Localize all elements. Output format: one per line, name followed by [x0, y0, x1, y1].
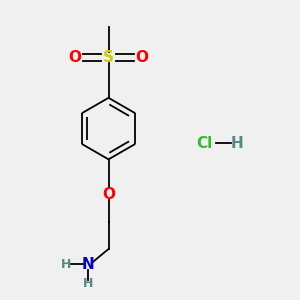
Text: S: S — [103, 50, 114, 65]
Text: O: O — [136, 50, 148, 65]
Text: H: H — [231, 136, 243, 151]
Text: N: N — [82, 257, 95, 272]
Text: Cl: Cl — [197, 136, 213, 151]
Text: O: O — [69, 50, 82, 65]
Text: H: H — [61, 258, 71, 271]
Text: O: O — [102, 187, 115, 202]
Text: H: H — [83, 277, 94, 290]
